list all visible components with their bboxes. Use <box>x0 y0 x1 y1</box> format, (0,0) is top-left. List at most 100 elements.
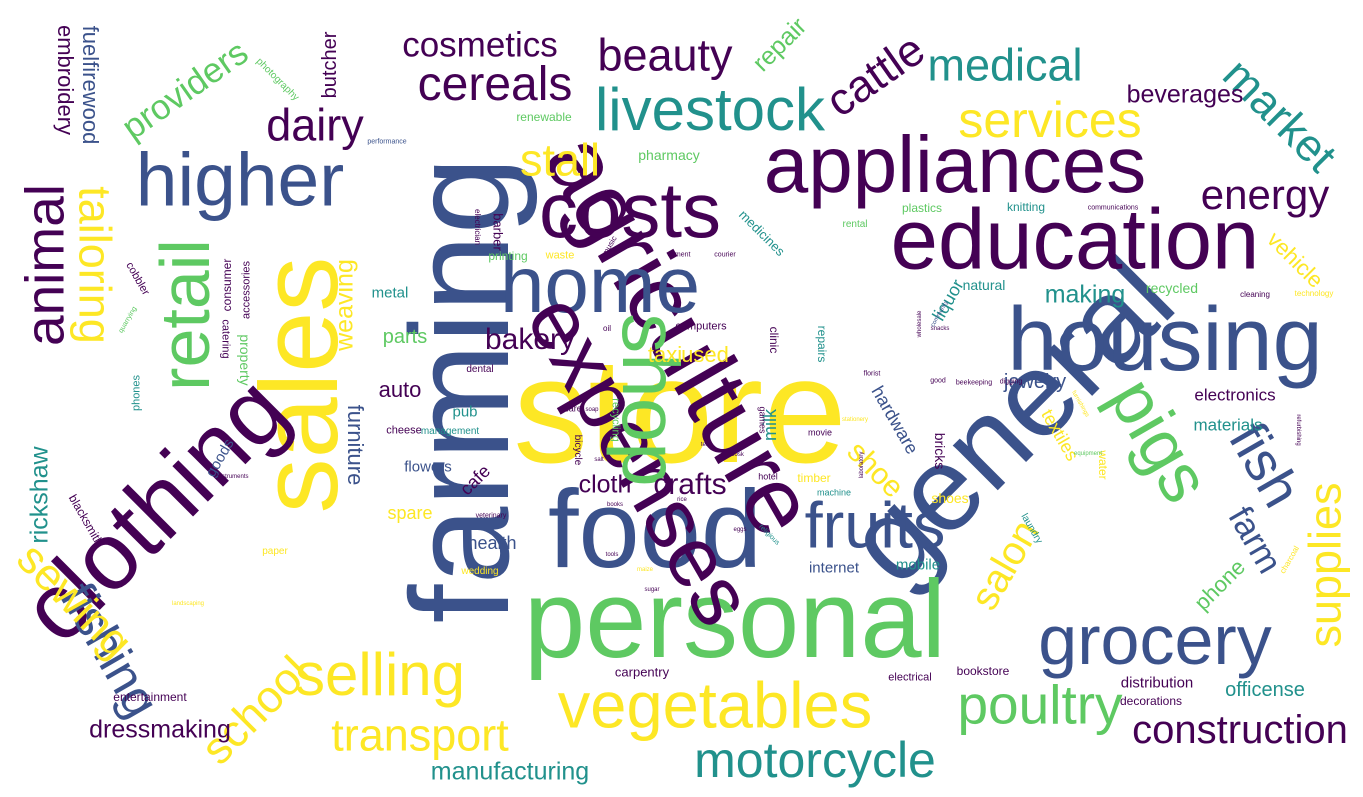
word-dairy: dairy <box>266 99 364 151</box>
word-repair: repair <box>747 12 813 78</box>
word-stall: stall <box>519 134 601 186</box>
word-books: books <box>606 502 624 508</box>
word-machine: machine <box>816 487 852 498</box>
word-decorations: decorations <box>1119 694 1183 708</box>
word-grocery: grocery <box>1038 601 1272 679</box>
word-beverages: beverages <box>1126 80 1244 109</box>
word-performance: performance <box>367 138 407 146</box>
word-parts: parts <box>382 326 428 348</box>
word-laboratory: laboratory <box>859 451 865 479</box>
word-providers: providers <box>114 32 256 148</box>
word-care: care <box>564 403 582 414</box>
word-cosmetics: cosmetics <box>402 25 558 65</box>
word-movie: movie <box>807 427 833 438</box>
word-medical: medical <box>927 39 1083 91</box>
word-oil: oil <box>602 324 612 333</box>
word-dressmaking: dressmaking <box>89 715 231 744</box>
word-health: health <box>467 533 517 553</box>
word-beauty: beauty <box>597 29 733 81</box>
word-natural: natural <box>962 277 1006 293</box>
word-dental: dental <box>466 364 494 375</box>
word-tailoring: tailoring <box>69 186 121 344</box>
word-communications: communications <box>1087 204 1139 212</box>
word-internet: internet <box>808 559 860 577</box>
word-motorcycle: motorcycle <box>694 732 936 788</box>
word-management: management <box>420 426 480 437</box>
word-appliances: appliances <box>763 120 1147 209</box>
word-animal: animal <box>13 183 76 347</box>
word-sugar: sugar <box>644 587 660 593</box>
word-weaving: weaving <box>330 259 359 351</box>
word-repairs: repairs <box>815 325 829 363</box>
word-entertainment: entertainment <box>113 690 187 704</box>
word-renewable: renewable <box>516 110 572 124</box>
word-fuelfirewood: fuelfirewood <box>78 25 103 145</box>
word-hotel: hotel <box>758 471 778 482</box>
word-rental: rental <box>842 219 868 230</box>
word-salt: salt <box>594 457 604 463</box>
word-crafts: crafts <box>653 468 727 501</box>
word-carpentry: carpentry <box>614 664 670 680</box>
word-education: education <box>890 192 1260 288</box>
word-property: property <box>237 334 253 386</box>
word-embroidery: embroidery <box>53 24 78 136</box>
word-electrician: electrician <box>473 208 482 246</box>
word-cattle: cattle <box>816 23 934 127</box>
word-butcher: butcher <box>319 31 341 99</box>
word-rickshaw: rickshaw <box>25 446 54 544</box>
word-cheese: cheese <box>386 424 422 437</box>
word-instruments: instruments <box>217 474 249 480</box>
word-mobile: mobile <box>895 556 941 574</box>
word-games: games <box>757 406 768 434</box>
word-snacks: snacks <box>930 326 950 332</box>
word-consumer: consumer <box>220 258 234 312</box>
word-auto: auto <box>378 377 422 402</box>
word-livestock: livestock <box>594 76 826 143</box>
word-selling: selling <box>294 641 466 708</box>
word-costs: costs <box>538 166 722 254</box>
word-personal: personal <box>524 558 946 681</box>
word-construction: construction <box>1132 708 1348 752</box>
word-services: services <box>958 92 1142 148</box>
word-home: home <box>499 240 701 329</box>
word-florist: florist <box>863 370 881 378</box>
word-digging: digging <box>999 378 1023 386</box>
word-food: food <box>547 468 763 591</box>
word-paper: paper <box>262 546 288 557</box>
word-metal: metal <box>371 284 409 302</box>
word-wedding: wedding <box>461 566 499 577</box>
word-technology: technology <box>1294 289 1334 298</box>
word-cement: cement <box>667 251 691 259</box>
word-pharmacy: pharmacy <box>638 147 700 163</box>
word-medicines: medicines <box>736 207 788 259</box>
word-store: store <box>513 326 847 494</box>
word-spare: spare <box>387 503 433 523</box>
word-phones: phones <box>130 374 143 412</box>
word-energy: energy <box>1200 171 1330 218</box>
word-bookstore: bookstore <box>956 664 1010 678</box>
word-transport: transport <box>331 709 509 761</box>
word-housing: housing <box>1007 290 1323 390</box>
word-eggs: eggs <box>733 527 747 533</box>
word-soap: soap <box>585 407 599 413</box>
word-furniture: furniture <box>343 404 368 486</box>
word-cereals: cereals <box>417 58 573 111</box>
word-making: making <box>1044 280 1126 309</box>
word-kiosk: kiosk <box>730 452 744 458</box>
word-distribution: distribution <box>1120 674 1194 692</box>
word-electronics: electronics <box>1194 385 1276 405</box>
word-equipment: equipment <box>1073 451 1103 457</box>
word-materials: materials <box>1193 415 1263 435</box>
word-accessories: accessories <box>240 260 253 320</box>
word-taxi: taxi <box>647 342 683 367</box>
word-bricks: bricks <box>932 432 948 470</box>
word-landscaping: landscaping <box>171 601 205 607</box>
word-jewelry: jewelry <box>1003 371 1067 393</box>
word-computers: computers <box>675 320 727 333</box>
word-good: good <box>930 377 946 385</box>
word-flowers: flowers <box>404 458 452 476</box>
word-recycling: recycling <box>609 398 622 442</box>
word-quarrying: quarrying <box>117 305 139 335</box>
word-tea: tea <box>700 442 710 448</box>
